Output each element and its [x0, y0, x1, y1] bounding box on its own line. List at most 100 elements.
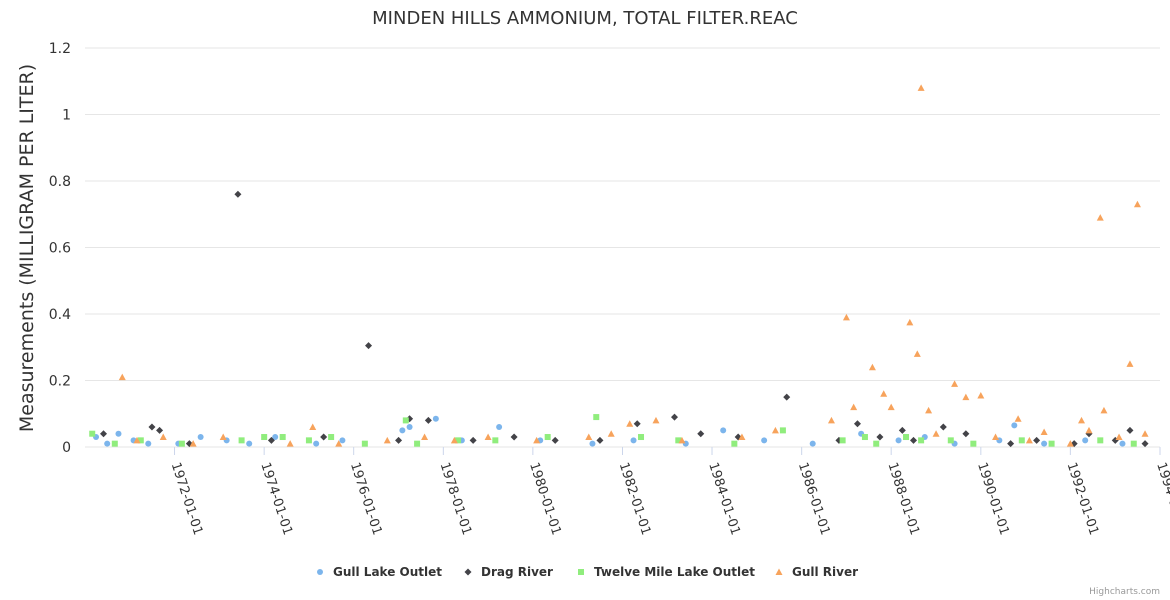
data-point — [861, 434, 868, 441]
data-point — [853, 420, 861, 428]
data-point — [842, 313, 850, 321]
data-point — [1115, 433, 1123, 441]
data-point — [104, 440, 111, 447]
y-axis-ticks: 0 0.2 0.4 0.6 0.8 1 1.2 — [49, 41, 71, 456]
data-point — [675, 437, 682, 444]
data-point — [873, 440, 880, 447]
data-point — [496, 424, 503, 431]
data-point — [279, 434, 286, 441]
y-tick-label: 1.2 — [49, 41, 71, 57]
data-point — [450, 436, 458, 444]
series-gull-river — [118, 84, 1149, 447]
data-point — [585, 433, 593, 441]
data-point — [1040, 428, 1048, 436]
data-point — [1085, 426, 1093, 434]
data-point — [533, 436, 541, 444]
x-tick-label: 1988-01-01 — [884, 461, 922, 537]
data-point — [339, 437, 346, 444]
data-point — [951, 380, 959, 387]
data-point — [320, 433, 328, 441]
data-point — [670, 413, 678, 421]
x-tick-label: 1982-01-01 — [616, 461, 654, 537]
x-tick-label: 1994-01-01 — [1153, 461, 1170, 537]
data-point — [638, 434, 645, 441]
data-point — [1100, 406, 1108, 414]
y-tick-label: 0.6 — [49, 241, 71, 257]
data-point — [970, 440, 977, 447]
data-point — [917, 84, 925, 91]
data-point — [100, 430, 108, 438]
data-point — [697, 430, 705, 438]
y-tick-label: 0 — [62, 440, 71, 456]
data-point — [1082, 437, 1089, 444]
data-point — [1018, 437, 1025, 444]
data-point — [652, 416, 660, 424]
data-point — [1041, 440, 1048, 447]
data-point — [219, 433, 227, 441]
data-point — [626, 420, 634, 427]
data-point — [414, 440, 421, 447]
series-twelve-mile-lake-outlet — [89, 414, 1137, 447]
data-point — [159, 433, 167, 441]
data-point — [551, 436, 559, 444]
data-point — [361, 440, 368, 447]
data-point — [137, 437, 144, 444]
data-point — [189, 440, 197, 447]
data-point — [880, 390, 888, 397]
data-point — [1126, 360, 1134, 367]
data-point — [720, 427, 727, 434]
data-point — [839, 437, 846, 444]
data-point — [771, 426, 779, 434]
data-point — [335, 440, 343, 447]
y-tick-label: 0.4 — [49, 307, 71, 323]
data-point — [286, 440, 294, 447]
data-point — [1141, 440, 1149, 448]
legend-item[interactable]: Drag River — [464, 565, 554, 579]
grid-lines — [85, 47, 1160, 448]
data-point — [738, 433, 746, 441]
data-point — [1126, 426, 1134, 434]
data-point — [939, 423, 947, 431]
data-point — [1007, 440, 1015, 448]
legend[interactable]: Gull Lake Outlet Drag River Twelve Mile La… — [317, 565, 858, 579]
data-point — [1119, 440, 1126, 447]
data-point — [1130, 440, 1137, 447]
data-point — [1011, 422, 1018, 429]
y-tick-label: 0.2 — [49, 374, 71, 390]
data-point — [903, 434, 910, 441]
data-point — [925, 406, 933, 414]
legend-symbol — [317, 569, 323, 575]
y-axis-label: Measurements (MILLIGRAM PER LITER) — [16, 64, 38, 432]
data-point — [197, 434, 204, 441]
data-point — [868, 363, 876, 371]
data-point — [850, 403, 858, 411]
chart-title: MINDEN HILLS AMMONIUM, TOTAL FILTER.REAC — [372, 8, 798, 29]
data-point — [977, 391, 985, 399]
data-point — [1096, 214, 1104, 221]
data-point — [399, 427, 406, 434]
legend-item[interactable]: Gull River — [775, 565, 859, 579]
data-point — [305, 437, 312, 444]
data-point — [118, 373, 126, 381]
data-point — [589, 440, 596, 447]
x-tick-label: 1978-01-01 — [437, 461, 475, 537]
data-point — [1025, 436, 1033, 444]
data-point — [402, 417, 409, 424]
legend-symbol — [464, 568, 472, 576]
data-point — [421, 433, 429, 441]
data-point — [932, 430, 940, 437]
data-point — [1133, 200, 1141, 208]
data-point — [309, 423, 317, 431]
data-point — [328, 434, 335, 441]
y-tick-label: 1 — [62, 108, 71, 124]
credits-link[interactable]: Highcharts.com — [1089, 587, 1160, 597]
series-gull-lake-outlet — [93, 415, 1126, 447]
data-point — [630, 437, 637, 444]
data-point — [238, 437, 245, 444]
legend-item[interactable]: Gull Lake Outlet — [317, 565, 442, 579]
x-tick-label: 1976-01-01 — [347, 461, 385, 537]
data-point — [383, 436, 391, 444]
legend-item[interactable]: Twelve Mile Lake Outlet — [578, 565, 755, 579]
x-tick-label: 1984-01-01 — [705, 461, 743, 537]
data-point — [992, 433, 1000, 441]
